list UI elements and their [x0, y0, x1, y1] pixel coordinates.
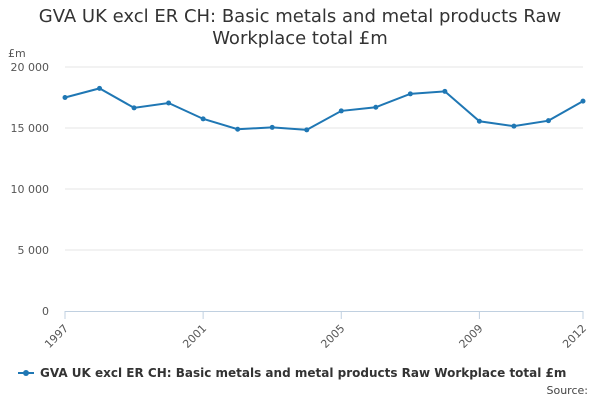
- data-point[interactable]: [97, 85, 103, 91]
- y-tick-label: 0: [42, 305, 49, 318]
- source-label: Source:: [546, 384, 589, 397]
- x-tick-label: 2012: [560, 322, 589, 351]
- x-tick-label: 2009: [457, 322, 486, 351]
- y-axis-tick-labels: 0 5 000 10 000 15 000 20 000: [11, 61, 50, 318]
- data-point[interactable]: [62, 95, 68, 100]
- legend-label: GVA UK excl ER CH: Basic metals and meta…: [40, 366, 567, 380]
- y-tick-label: 20 000: [11, 61, 50, 74]
- data-point[interactable]: [131, 105, 137, 111]
- x-axis: [64, 311, 584, 319]
- data-point[interactable]: [269, 124, 275, 130]
- x-tick-label: 2001: [180, 322, 209, 351]
- data-point[interactable]: [338, 108, 344, 114]
- series-line: [64, 87, 584, 131]
- data-point[interactable]: [442, 88, 448, 94]
- legend-item[interactable]: GVA UK excl ER CH: Basic metals and meta…: [18, 366, 566, 380]
- data-point[interactable]: [511, 123, 517, 129]
- series-group: [62, 85, 586, 133]
- x-axis-tick-labels: 1997 2001 2005 2009 2012: [42, 322, 589, 351]
- y-tick-label: 5 000: [18, 244, 50, 257]
- data-point[interactable]: [580, 98, 586, 104]
- chart-title: GVA UK excl ER CH: Basic metals and meta…: [0, 6, 600, 50]
- x-tick-label: 1997: [42, 322, 71, 351]
- legend-swatch-dot: [23, 370, 29, 376]
- data-point[interactable]: [476, 118, 482, 124]
- data-point[interactable]: [373, 104, 379, 110]
- data-point[interactable]: [200, 116, 206, 122]
- x-tick-label: 2005: [318, 322, 347, 351]
- gridlines: [65, 66, 583, 251]
- legend-swatch-icon: [18, 368, 34, 378]
- y-tick-label: 15 000: [11, 122, 50, 135]
- data-point[interactable]: [304, 127, 310, 133]
- data-point[interactable]: [407, 91, 413, 97]
- chart-title-line-2: Workplace total £m: [212, 28, 388, 49]
- data-point[interactable]: [166, 100, 172, 106]
- y-axis-unit-label: £m: [8, 47, 26, 60]
- data-point[interactable]: [235, 126, 241, 132]
- y-tick-label: 10 000: [11, 183, 50, 196]
- data-point[interactable]: [545, 118, 551, 124]
- chart-title-line-1: GVA UK excl ER CH: Basic metals and meta…: [38, 6, 562, 27]
